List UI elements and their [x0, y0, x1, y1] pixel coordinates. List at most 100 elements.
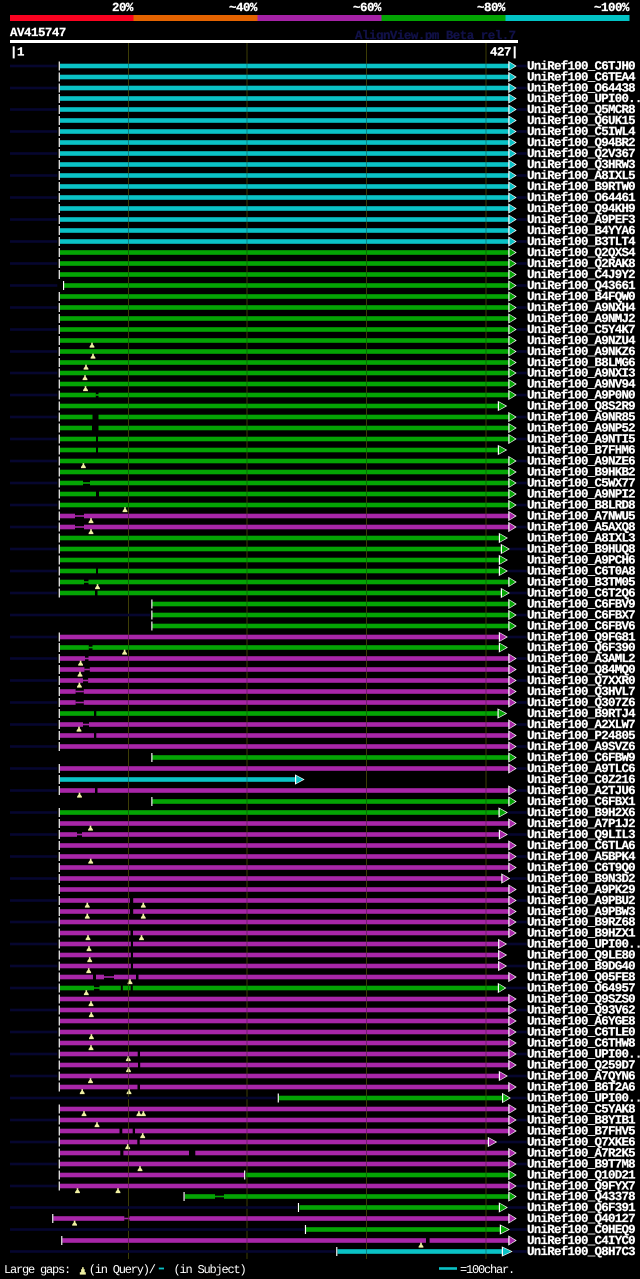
- svg-text:|1: |1: [10, 46, 24, 60]
- svg-text:UniRef100_B9RZ68: UniRef100_B9RZ68: [527, 916, 635, 930]
- svg-text:UniRef100_A9NXI3: UniRef100_A9NXI3: [527, 367, 635, 381]
- svg-text:UniRef100_C6T2Q6: UniRef100_C6T2Q6: [527, 587, 635, 601]
- svg-text:UniRef100_A5BPK4: UniRef100_A5BPK4: [527, 850, 636, 864]
- svg-text:UniRef100_A9NPI2: UniRef100_A9NPI2: [527, 488, 635, 502]
- svg-text:UniRef100_B9RTW0: UniRef100_B9RTW0: [527, 180, 635, 194]
- svg-text:UniRef100_A6YGE8: UniRef100_A6YGE8: [527, 1015, 635, 1029]
- svg-text:UniRef100_Q43661: UniRef100_Q43661: [527, 279, 635, 293]
- svg-text:UniRef100_A8IXL3: UniRef100_A8IXL3: [527, 532, 635, 546]
- svg-text:UniRef100_C6THW8: UniRef100_C6THW8: [527, 1037, 635, 1051]
- svg-text:UniRef100_C6FBX7: UniRef100_C6FBX7: [527, 609, 635, 623]
- svg-text:UniRef100_A9NP52: UniRef100_A9NP52: [527, 422, 635, 436]
- svg-text:UniRef100_A9PCH6: UniRef100_A9PCH6: [527, 554, 635, 568]
- svg-text:UniRef100_C6FBW9: UniRef100_C6FBW9: [527, 751, 635, 765]
- svg-text:UniRef100_C4J9Y2: UniRef100_C4J9Y2: [527, 268, 635, 282]
- svg-text:UniRef100_B8LMG6: UniRef100_B8LMG6: [527, 356, 635, 370]
- svg-text:UniRef100_A9PK29: UniRef100_A9PK29: [527, 883, 635, 897]
- svg-text:UniRef100_B6T2A6: UniRef100_B6T2A6: [527, 1081, 635, 1095]
- svg-text:UniRef100_A7QYN6: UniRef100_A7QYN6: [527, 1070, 635, 1084]
- svg-text:UniRef100_A9PBU2: UniRef100_A9PBU2: [527, 894, 635, 908]
- svg-text:UniRef100_A9NR85: UniRef100_A9NR85: [527, 411, 635, 425]
- svg-text:UniRef100_Q6F390: UniRef100_Q6F390: [527, 641, 635, 655]
- svg-text:AlignView.pm Beta rel.7: AlignView.pm Beta rel.7: [355, 29, 516, 43]
- svg-text:427|: 427|: [490, 46, 518, 60]
- svg-text:AV415747: AV415747: [10, 26, 66, 40]
- svg-text:UniRef100_O64438: UniRef100_O64438: [527, 82, 635, 96]
- svg-text:UniRef100_A9TLC6: UniRef100_A9TLC6: [527, 762, 635, 776]
- svg-text:UniRef100_B9DG40: UniRef100_B9DG40: [527, 960, 635, 974]
- svg-text:UniRef100_Q9FYX7: UniRef100_Q9FYX7: [527, 1180, 635, 1194]
- svg-text:UniRef100_B7FHV5: UniRef100_B7FHV5: [527, 1125, 635, 1139]
- svg-text:UniRef100_Q43378: UniRef100_Q43378: [527, 1190, 635, 1204]
- svg-text:UniRef100_C6TJH0: UniRef100_C6TJH0: [527, 60, 635, 74]
- svg-text:UniRef100_C0Z216: UniRef100_C0Z216: [527, 773, 635, 787]
- svg-text:UniRef100_Q10D21: UniRef100_Q10D21: [527, 1169, 635, 1183]
- svg-text:UniRef100_B9HKB2: UniRef100_B9HKB2: [527, 466, 635, 480]
- svg-text:UniRef100_A8IXL5: UniRef100_A8IXL5: [527, 169, 635, 183]
- svg-text:UniRef100_C6T0A8: UniRef100_C6T0A8: [527, 565, 635, 579]
- svg-text:UniRef100_A9PBW3: UniRef100_A9PBW3: [527, 905, 635, 919]
- svg-text:UniRef100_Q93V62: UniRef100_Q93V62: [527, 1004, 635, 1018]
- svg-text:UniRef100_O64957: UniRef100_O64957: [527, 982, 635, 996]
- svg-text:~60%: ~60%: [353, 1, 382, 15]
- svg-text:UniRef100_A9P0N0: UniRef100_A9P0N0: [527, 389, 635, 403]
- svg-text:UniRef100_C4IYC0: UniRef100_C4IYC0: [527, 1234, 635, 1248]
- svg-text:UniRef100_C6FBV6: UniRef100_C6FBV6: [527, 620, 635, 634]
- svg-text:UniRef100_B7FHM6: UniRef100_B7FHM6: [527, 444, 635, 458]
- svg-text:UniRef100_UPI00..: UniRef100_UPI00..: [527, 92, 640, 106]
- svg-text:UniRef100_B4YYA6: UniRef100_B4YYA6: [527, 224, 635, 238]
- svg-text:UniRef100_Q84MQ0: UniRef100_Q84MQ0: [527, 663, 635, 677]
- svg-text:UniRef100_C5Y4K7: UniRef100_C5Y4K7: [527, 323, 635, 337]
- svg-text:UniRef100_Q9LE80: UniRef100_Q9LE80: [527, 949, 635, 963]
- svg-text:UniRef100_UPI00..: UniRef100_UPI00..: [527, 1048, 640, 1062]
- svg-text:UniRef100_A9NTI5: UniRef100_A9NTI5: [527, 433, 635, 447]
- svg-text:=100char.: =100char.: [460, 1263, 514, 1277]
- svg-text:UniRef100_C6TLA6: UniRef100_C6TLA6: [527, 839, 635, 853]
- svg-text:UniRef100_B3TM05: UniRef100_B3TM05: [527, 576, 635, 590]
- svg-text:UniRef100_C6T9Q0: UniRef100_C6T9Q0: [527, 861, 635, 875]
- svg-text:UniRef100_A5AXQ8: UniRef100_A5AXQ8: [527, 521, 635, 535]
- svg-text:UniRef100_B4FQW0: UniRef100_B4FQW0: [527, 290, 635, 304]
- svg-text:UniRef100_A3AML2: UniRef100_A3AML2: [527, 652, 635, 666]
- svg-text:UniRef100_A9NKZ6: UniRef100_A9NKZ6: [527, 345, 635, 359]
- svg-text:UniRef100_Q6F391: UniRef100_Q6F391: [527, 1201, 635, 1215]
- svg-text:UniRef100_Q307Z6: UniRef100_Q307Z6: [527, 696, 635, 710]
- svg-text:(in Query)/: (in Query)/: [89, 1263, 156, 1277]
- svg-text:~80%: ~80%: [477, 1, 506, 15]
- svg-text:UniRef100_A9NZU4: UniRef100_A9NZU4: [527, 334, 636, 348]
- svg-text:20%: 20%: [112, 1, 134, 15]
- svg-text:UniRef100_C6TEA4: UniRef100_C6TEA4: [527, 71, 636, 85]
- svg-text:UniRef100_C5IWL4: UniRef100_C5IWL4: [527, 125, 636, 139]
- svg-text:UniRef100_Q7XKE6: UniRef100_Q7XKE6: [527, 1136, 635, 1150]
- svg-text:UniRef100_Q3HRW3: UniRef100_Q3HRW3: [527, 158, 635, 172]
- svg-text:~100%: ~100%: [594, 1, 630, 15]
- svg-text:UniRef100_C6FBX1: UniRef100_C6FBX1: [527, 795, 635, 809]
- svg-text:UniRef100_Q5MCR8: UniRef100_Q5MCR8: [527, 103, 635, 117]
- svg-text:UniRef100_A9PEF3: UniRef100_A9PEF3: [527, 213, 635, 227]
- svg-text:UniRef100_B9HZX1: UniRef100_B9HZX1: [527, 927, 635, 941]
- svg-text:UniRef100_Q2V367: UniRef100_Q2V367: [527, 147, 635, 161]
- svg-text:UniRef100_C0HEQ9: UniRef100_C0HEQ9: [527, 1223, 635, 1237]
- svg-text:UniRef100_Q05FE8: UniRef100_Q05FE8: [527, 971, 635, 985]
- svg-text:UniRef100_A7NWU5: UniRef100_A7NWU5: [527, 510, 635, 524]
- svg-text:UniRef100_Q9SZS0: UniRef100_Q9SZS0: [527, 993, 635, 1007]
- svg-text:UniRef100_Q2RAK8: UniRef100_Q2RAK8: [527, 257, 635, 271]
- svg-text:UniRef100_C6TLE0: UniRef100_C6TLE0: [527, 1026, 635, 1040]
- svg-text:~40%: ~40%: [229, 1, 258, 15]
- svg-text:UniRef100_UPI00..: UniRef100_UPI00..: [527, 1092, 640, 1106]
- svg-text:UniRef100_A9NXH4: UniRef100_A9NXH4: [527, 301, 636, 315]
- svg-text:UniRef100_A2XLW7: UniRef100_A2XLW7: [527, 718, 635, 732]
- svg-text:UniRef100_P24805: UniRef100_P24805: [527, 729, 635, 743]
- svg-text:UniRef100_Q94KH9: UniRef100_Q94KH9: [527, 202, 635, 216]
- svg-text:UniRef100_A9SVZ6: UniRef100_A9SVZ6: [527, 740, 635, 754]
- svg-text:UniRef100_B8YIB1: UniRef100_B8YIB1: [527, 1114, 635, 1128]
- svg-text:UniRef100_B9H2X6: UniRef100_B9H2X6: [527, 806, 635, 820]
- svg-text:UniRef100_Q40127: UniRef100_Q40127: [527, 1212, 635, 1226]
- svg-text:UniRef100_Q8S2R9: UniRef100_Q8S2R9: [527, 400, 635, 414]
- svg-text:UniRef100_C5WX77: UniRef100_C5WX77: [527, 477, 635, 491]
- svg-text:UniRef100_A7P1J2: UniRef100_A7P1J2: [527, 817, 635, 831]
- svg-text:UniRef100_C6FBV9: UniRef100_C6FBV9: [527, 598, 635, 612]
- svg-text:Large gaps:: Large gaps:: [4, 1263, 70, 1277]
- svg-text:UniRef100_Q9LIL3: UniRef100_Q9LIL3: [527, 828, 635, 842]
- svg-text:UniRef100_B9T7M8: UniRef100_B9T7M8: [527, 1158, 635, 1172]
